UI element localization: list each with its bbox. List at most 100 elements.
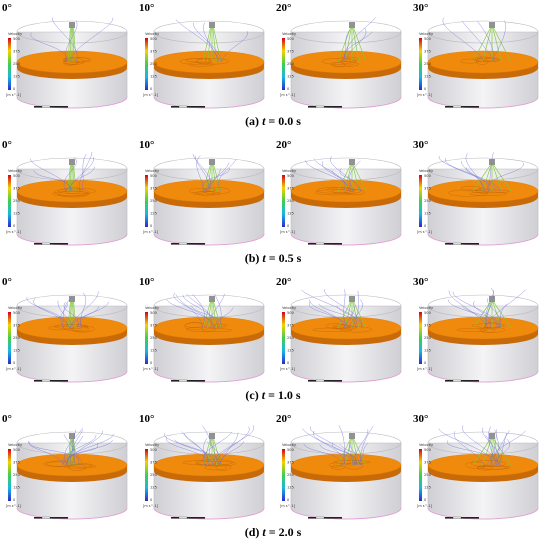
streamline [218,159,237,192]
gas-jet [482,438,492,466]
nozzle [209,296,215,302]
streamline [218,441,245,466]
cylinder-rim [290,294,402,318]
scale-bar-segment [41,379,51,382]
angle-label: 0° [2,276,12,288]
simulation-panel: Velocity 500 375 250 125 0 [m s^-1] 20° [274,276,408,388]
colorbar [145,312,148,364]
cylinder-base-edge [16,96,128,109]
nozzle [69,159,75,165]
angle-label: 0° [2,413,12,425]
colorbar [145,175,148,227]
nozzle [489,296,495,302]
gas-jet [212,301,217,329]
gas-jet [482,27,492,63]
streamline [67,433,114,466]
streamline [64,427,83,466]
gas-jet [472,301,491,329]
colorbar-tick-label: 500 [424,311,432,315]
streamline [336,305,358,329]
colorbar-tick-label: 250 [424,199,432,203]
colorbar-tick-label: 375 [287,50,294,54]
surface-ripple [474,57,499,62]
streamline [339,443,363,466]
streamline [338,425,345,466]
colorbar [145,449,148,501]
streamline [500,433,507,466]
scale-bar [308,243,342,245]
streamline [192,22,222,63]
scale-bar-segment [452,379,462,382]
streamline [486,429,497,466]
scale-bar [445,106,479,108]
nozzle [349,433,355,439]
colorbar [282,312,285,364]
scale-bar [308,380,342,382]
colorbar-tick-label: 375 [150,50,157,54]
colorbar-tick-label: 0 [13,87,16,91]
streamline [349,160,361,192]
gas-jet [207,27,212,63]
streamline [460,160,484,192]
angle-label: 10° [139,413,155,425]
colorbar-tick-label: 500 [150,448,158,452]
streamline [462,425,500,466]
scale-bar [445,243,479,245]
angle-label: 10° [139,2,155,14]
scale-bar [34,243,68,245]
colorbar-title: Velocity [8,443,23,447]
row-caption: (a) t = 0.0 s [0,114,546,129]
colorbar [8,38,11,90]
colorbar-tick-label: 125 [13,349,20,353]
colorbar-tick-label: 250 [424,336,432,340]
row-panel-2: Velocity 500 375 250 125 0 [m s^-1] 0° Velocity 5… [0,276,546,409]
gas-jet [72,27,75,63]
streamline [205,293,225,329]
caption-suffix: = 0.0 s [265,114,301,128]
scale-bar [34,517,68,519]
simulation-panel: Velocity 500 375 250 125 0 [m s^-1] 30° [411,413,545,525]
gas-jet [212,27,217,63]
caption-suffix: = 0.5 s [265,251,302,265]
colorbar-tick-label: 375 [13,461,20,465]
colorbar [282,38,285,90]
gas-jet [67,164,71,192]
colorbar [282,175,285,227]
streamline [67,435,83,466]
gas-jet [493,164,512,192]
surface-ripple [211,323,228,328]
streamline [438,155,497,192]
gas-jet [73,301,77,329]
colorbar-tick-label: 250 [150,473,158,477]
colorbar-tick-label: 375 [424,324,431,328]
surface-ripple [460,185,482,192]
colorbar-tick-label: 375 [424,50,431,54]
surface-ripple [332,324,352,329]
colorbar-tick-label: 250 [287,199,295,203]
streamline [214,426,250,466]
colorbar-tick-label: 125 [287,75,294,79]
streamline [305,160,354,192]
colorbar-tick-label: 250 [13,199,21,203]
streamline [219,432,239,466]
nozzle [209,433,215,439]
surface-ripple [58,190,89,198]
colorbar-tick-label: 250 [424,62,432,66]
colorbar-unit: [m s^-1] [143,367,159,371]
colorbar-tick-label: 250 [13,336,21,340]
surface-ripple [330,465,346,470]
colorbar-tick-label: 500 [287,448,295,452]
streamline [29,158,73,192]
gas-jet [472,438,491,466]
colorbar [8,449,11,501]
caption-variable: t [261,388,266,402]
streamline [186,294,212,329]
surface-ripple [471,323,505,328]
colorbar-tick-label: 0 [13,498,16,502]
streamline [52,17,78,63]
cylinder-base-edge [16,233,128,246]
colorbar-tick-label: 500 [287,311,295,315]
streamline [70,17,114,63]
